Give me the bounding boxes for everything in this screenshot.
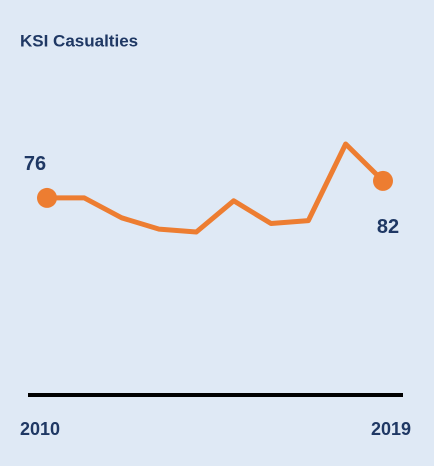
end-point [373,170,393,191]
line [47,141,385,235]
x-tick-label: 2019 [371,419,411,439]
data-label: 82 [377,216,399,238]
x-tick-label: 2010 [20,419,60,439]
data-label: 76 [24,153,46,175]
chart-title: KSI Casualties [20,31,138,50]
end-point [37,187,57,208]
